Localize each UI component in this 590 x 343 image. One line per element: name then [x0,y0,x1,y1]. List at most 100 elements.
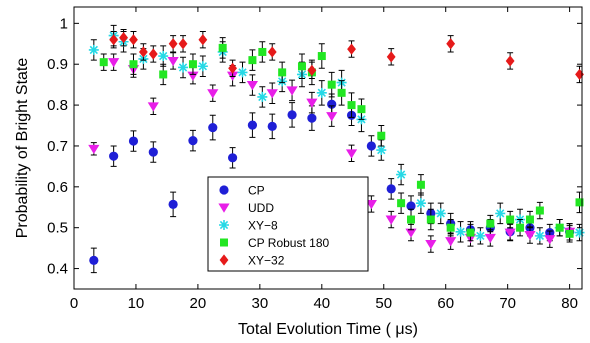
data-point [544,235,556,245]
legend-label: XY−8 [248,219,278,233]
data-point [148,48,158,60]
y-tick-label: 0.6 [47,179,68,196]
y-tick-label: 0.4 [47,261,68,278]
data-point [396,169,407,180]
data-point [486,219,495,228]
data-point [525,215,534,224]
data-point [326,112,338,122]
x-tick-label: 70 [499,295,516,312]
data-point [227,153,238,163]
data-point [484,233,496,244]
legend-label: CP [248,184,265,198]
data-point [307,113,317,123]
data-point [415,198,426,209]
data-point [258,47,267,56]
legend: CP UDD XY−8 CP Robust 180 XY−32 [207,176,369,272]
x-tick-label: 30 [252,295,269,312]
data-point [159,70,168,79]
data-point [99,58,108,67]
data-point [407,215,416,224]
data-point [347,43,356,55]
data-point [248,56,257,65]
data-point [207,89,219,99]
data-point [297,62,306,71]
data-point [426,215,435,224]
data-point [129,60,138,69]
data-point [505,55,515,67]
data-point [376,145,387,156]
data-point [148,147,158,157]
data-point [317,52,326,61]
data-point [257,91,268,102]
data-point [504,228,516,238]
data-point [188,136,198,146]
y-tick-label: 0.8 [47,97,68,114]
data-point [129,34,138,46]
data-point [109,34,119,46]
data-point [475,230,486,241]
data-point [446,223,455,232]
data-point [158,51,169,62]
x-tick-label: 40 [313,295,330,312]
data-point [455,226,466,237]
data-point [307,64,317,76]
x-tick-label: 0 [70,295,78,312]
data-point [89,255,99,265]
data-point [575,68,584,81]
data-point [119,32,128,44]
series-4 [109,28,584,84]
x-tick-label: 60 [437,295,454,312]
data-point [495,208,506,219]
data-point [88,144,100,155]
y-tick-label: 0.5 [47,220,68,237]
data-point [138,46,148,58]
data-point [445,237,457,247]
x-tick-label: 50 [375,295,392,312]
data-point [406,201,416,211]
data-point [524,231,536,241]
data-point [168,38,178,50]
data-point [535,206,544,215]
data-point [366,141,376,151]
legend-label: XY−32 [248,254,285,268]
axis-ticks: 0 10 20 30 40 50 60 70 80 0.4 0.5 0.6 0.7 0.8 0.9 1 [47,7,582,312]
y-axis-title: Probability of Bright State [14,58,31,239]
data-point [237,67,248,78]
data-point [198,34,208,46]
data-point [574,227,585,238]
data-point [386,184,396,194]
data-point [178,38,188,50]
data-point [357,105,366,114]
data-point [425,240,437,250]
data-point [247,120,258,130]
data-point [534,230,545,241]
data-point [278,68,287,77]
legend-box [207,176,369,272]
data-point [575,198,584,207]
data-point [466,228,475,237]
data-point [178,62,189,73]
data-point [88,44,99,55]
data-point [188,60,197,69]
data-point [446,38,456,50]
data-point [386,51,396,63]
data-point [246,81,259,91]
data-point [565,229,574,238]
y-tick-label: 1 [60,15,68,32]
legend-marker [219,220,229,230]
legend-label: UDD [248,201,274,215]
data-point [197,61,208,72]
x-tick-label: 80 [561,295,578,312]
legend-marker [219,254,229,266]
x-tick-label: 20 [190,295,207,312]
chart-marks [88,24,585,274]
data-point [109,151,119,161]
data-point [267,121,277,131]
legend-marker [220,238,228,247]
data-point [108,58,120,68]
data-point [208,122,218,133]
x-axis-title: Total Evolution Time ( μs) [238,321,418,338]
data-point [377,131,386,140]
data-point [416,180,425,189]
y-tick-label: 0.9 [47,56,68,73]
